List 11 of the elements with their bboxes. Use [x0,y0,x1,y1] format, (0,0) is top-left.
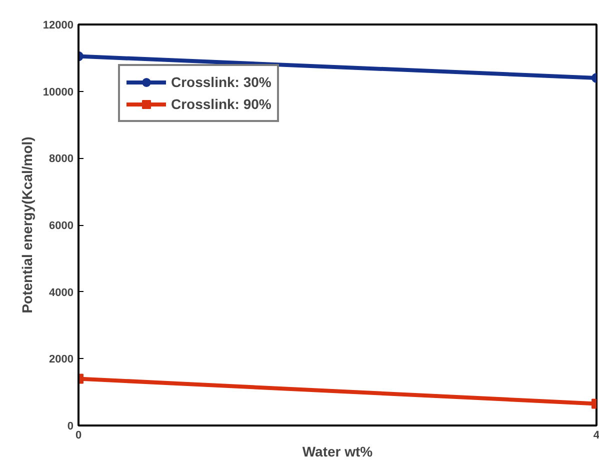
legend-label: Crosslink: 90% [171,96,272,112]
y-tick-label: 2000 [49,354,74,366]
y-tick-label: 0 [67,420,74,432]
legend-label: Crosslink: 30% [171,74,272,90]
y-tick-label: 4000 [49,286,74,299]
y-tick-label: 10000 [42,86,74,98]
y-tick-label: 8000 [49,153,74,166]
y-tick-label: 12000 [42,20,74,32]
x-axis-title: Water wt% [302,444,374,460]
y-tick-label: 6000 [49,220,74,232]
y-axis-title: Potential energy(Kcal/mol) [18,136,35,314]
